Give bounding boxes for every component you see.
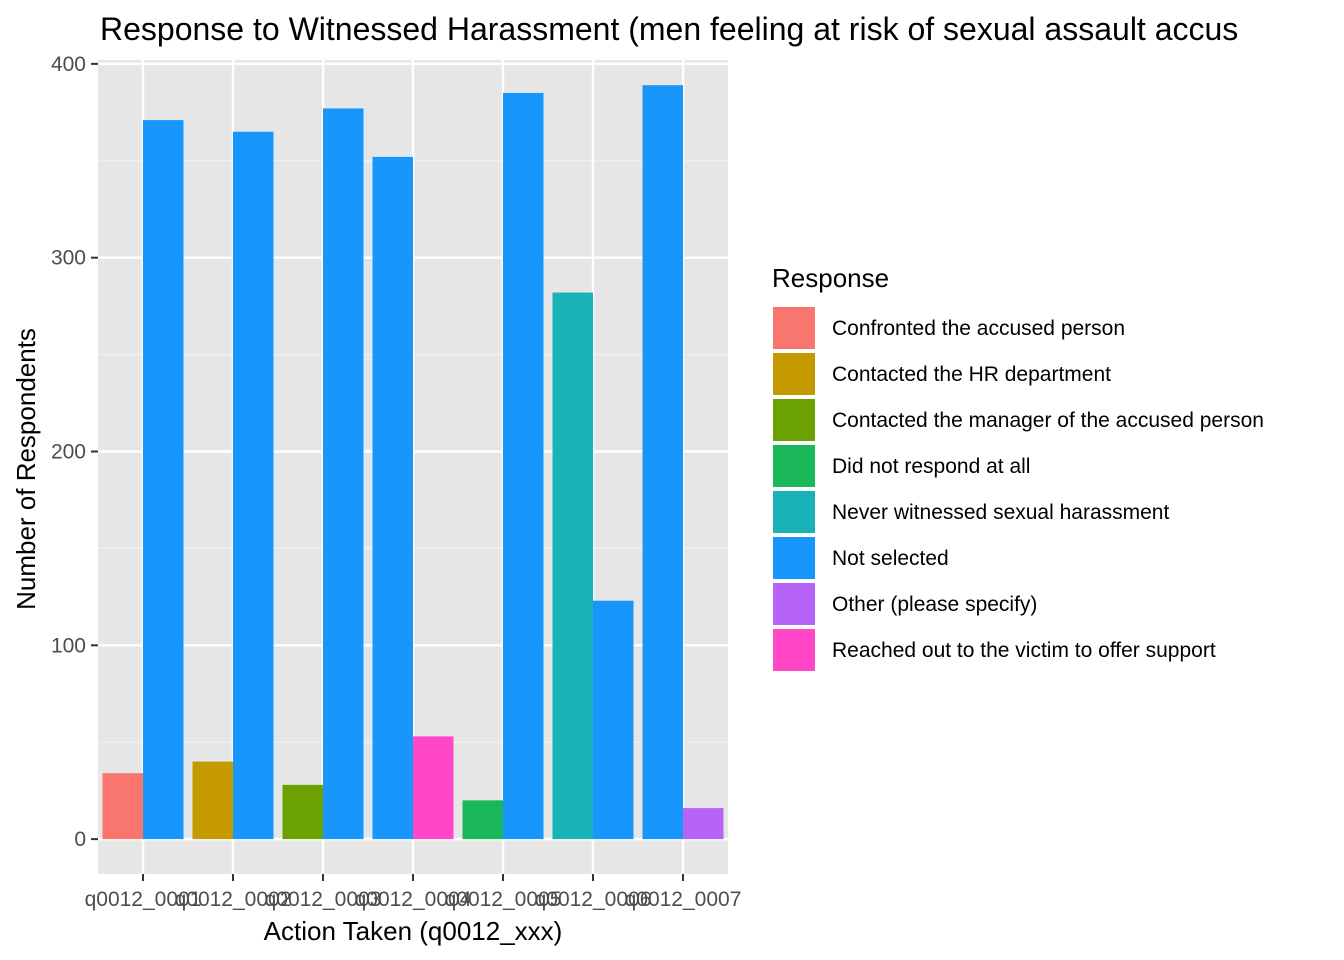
x-tick-label: q0012_0003 [265, 888, 382, 911]
legend-label: Other (please specify) [832, 593, 1037, 616]
legend-label: Did not respond at all [832, 455, 1030, 478]
legend-key [771, 397, 817, 443]
legend-key [771, 535, 817, 581]
legend-key [771, 581, 817, 627]
bar [642, 85, 683, 840]
x-tick-label: q0012_0006 [535, 888, 652, 911]
x-tick-label: q0012_0007 [625, 888, 742, 911]
x-tick-label: q0012_0004 [355, 888, 472, 911]
bar [143, 120, 184, 840]
bar [683, 808, 724, 840]
legend-key [771, 351, 817, 397]
chart-title: Response to Witnessed Harassment (men fe… [100, 11, 1238, 47]
y-axis: 0 100 200 300 400 [51, 53, 98, 851]
legend: Response Confronted the accused person Co… [771, 263, 1264, 673]
x-tick-label: q0012_0001 [85, 888, 202, 911]
legend-key [771, 627, 817, 673]
bar [192, 761, 233, 840]
legend-label: Never witnessed sexual harassment [832, 501, 1169, 524]
bar [552, 292, 593, 840]
legend-label: Not selected [832, 547, 949, 570]
legend-key [771, 489, 817, 535]
y-axis-title: Number of Respondents [11, 328, 41, 610]
bar [372, 156, 413, 840]
x-tick-label: q0012_0005 [445, 888, 562, 911]
bar [233, 131, 274, 840]
legend-key [771, 443, 817, 489]
bar [282, 784, 323, 840]
x-axis-title: Action Taken (q0012_xxx) [264, 916, 563, 946]
bar [102, 773, 143, 840]
x-tick-label: q0012_0002 [175, 888, 292, 911]
legend-key [771, 305, 817, 351]
legend-label: Contacted the HR department [832, 363, 1111, 386]
bar [462, 800, 503, 840]
x-axis: q0012_0001q0012_0002q0012_0003q0012_0004… [85, 874, 742, 911]
bar [593, 600, 634, 840]
y-tick-label: 0 [74, 828, 86, 851]
bar [503, 92, 544, 840]
bar [323, 108, 364, 840]
y-tick-label: 100 [51, 634, 86, 657]
y-tick-label: 300 [51, 247, 86, 270]
y-tick-label: 400 [51, 53, 86, 76]
bars-group [102, 85, 724, 840]
legend-title: Response [772, 263, 889, 293]
y-tick-label: 200 [51, 440, 86, 463]
legend-label: Confronted the accused person [832, 317, 1125, 340]
legend-label: Reached out to the victim to offer suppo… [832, 639, 1216, 662]
legend-label: Contacted the manager of the accused per… [832, 409, 1264, 432]
bar [413, 736, 454, 840]
